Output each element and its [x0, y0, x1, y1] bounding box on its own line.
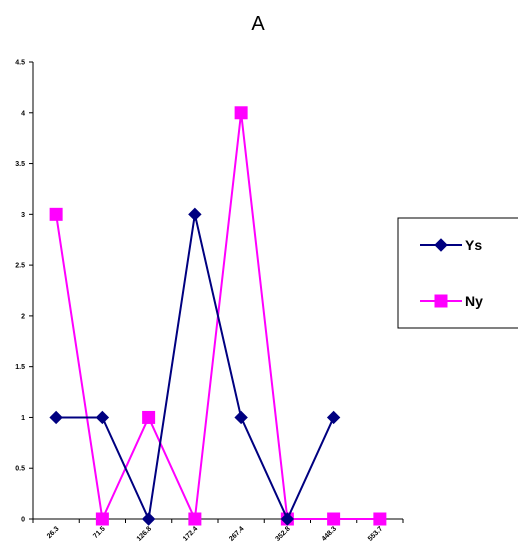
data-point	[327, 512, 341, 526]
legend-item-ys: Ys	[420, 237, 482, 253]
y-tick-label: 1.5	[15, 364, 25, 371]
x-tick-label: 267.4	[228, 525, 245, 542]
x-tick-label: 352.8	[274, 525, 291, 542]
data-point	[142, 410, 156, 424]
x-tick-label: 448.3	[321, 525, 338, 542]
legend-item-ny: Ny	[420, 293, 483, 309]
data-point	[95, 512, 109, 526]
legend-marker	[434, 294, 448, 308]
y-tick-label: 3	[21, 212, 25, 219]
data-point	[188, 207, 202, 222]
chart-series	[49, 106, 387, 526]
x-tick-label: 172.4	[182, 525, 199, 542]
data-point	[234, 410, 248, 425]
legend-box	[397, 217, 518, 329]
series-ys	[49, 207, 341, 526]
data-point	[234, 106, 248, 120]
series-line-ys	[56, 214, 335, 523]
y-tick-label: 3.5	[15, 161, 25, 168]
data-point	[373, 512, 387, 526]
y-tick-label: 2	[21, 313, 25, 320]
data-point	[326, 410, 341, 425]
x-tick-label: 126.8	[136, 525, 153, 542]
x-tick-label: 553.7	[367, 525, 384, 542]
y-tick-label: 2.5	[15, 263, 25, 270]
chart-axes: 0 0.5 1 1.5 2 2.5 3 3.5 4 4.5 26.3 71.5 126.8 172.4 26…	[15, 60, 404, 543]
y-tick-label: 1	[21, 415, 25, 422]
data-point	[280, 512, 295, 526]
legend-label: Ny	[465, 293, 483, 309]
chart-title: A	[251, 13, 265, 35]
legend-marker	[434, 238, 448, 252]
x-tick-label: 26.3	[46, 525, 61, 540]
data-point	[188, 512, 202, 526]
legend-label: Ys	[465, 237, 482, 253]
data-point	[95, 410, 110, 425]
data-point	[49, 207, 63, 221]
chart-legend: Ys Ny	[397, 217, 518, 329]
y-tick-label: 0.5	[15, 466, 25, 473]
data-point	[49, 410, 63, 425]
data-point	[141, 512, 156, 526]
y-tick-label: 4.5	[15, 60, 25, 67]
x-tick-label: 71.5	[92, 525, 107, 540]
y-tick-label: 4	[21, 110, 25, 117]
y-tick-label: 0	[21, 517, 25, 524]
